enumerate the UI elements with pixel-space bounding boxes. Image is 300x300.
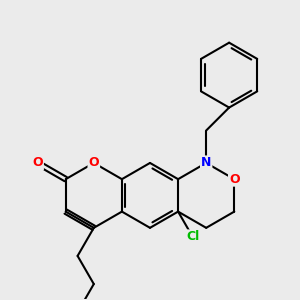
Text: O: O xyxy=(229,173,240,186)
Text: O: O xyxy=(88,156,99,170)
Text: O: O xyxy=(32,156,43,170)
Text: Cl: Cl xyxy=(186,230,199,243)
Text: N: N xyxy=(201,156,211,170)
